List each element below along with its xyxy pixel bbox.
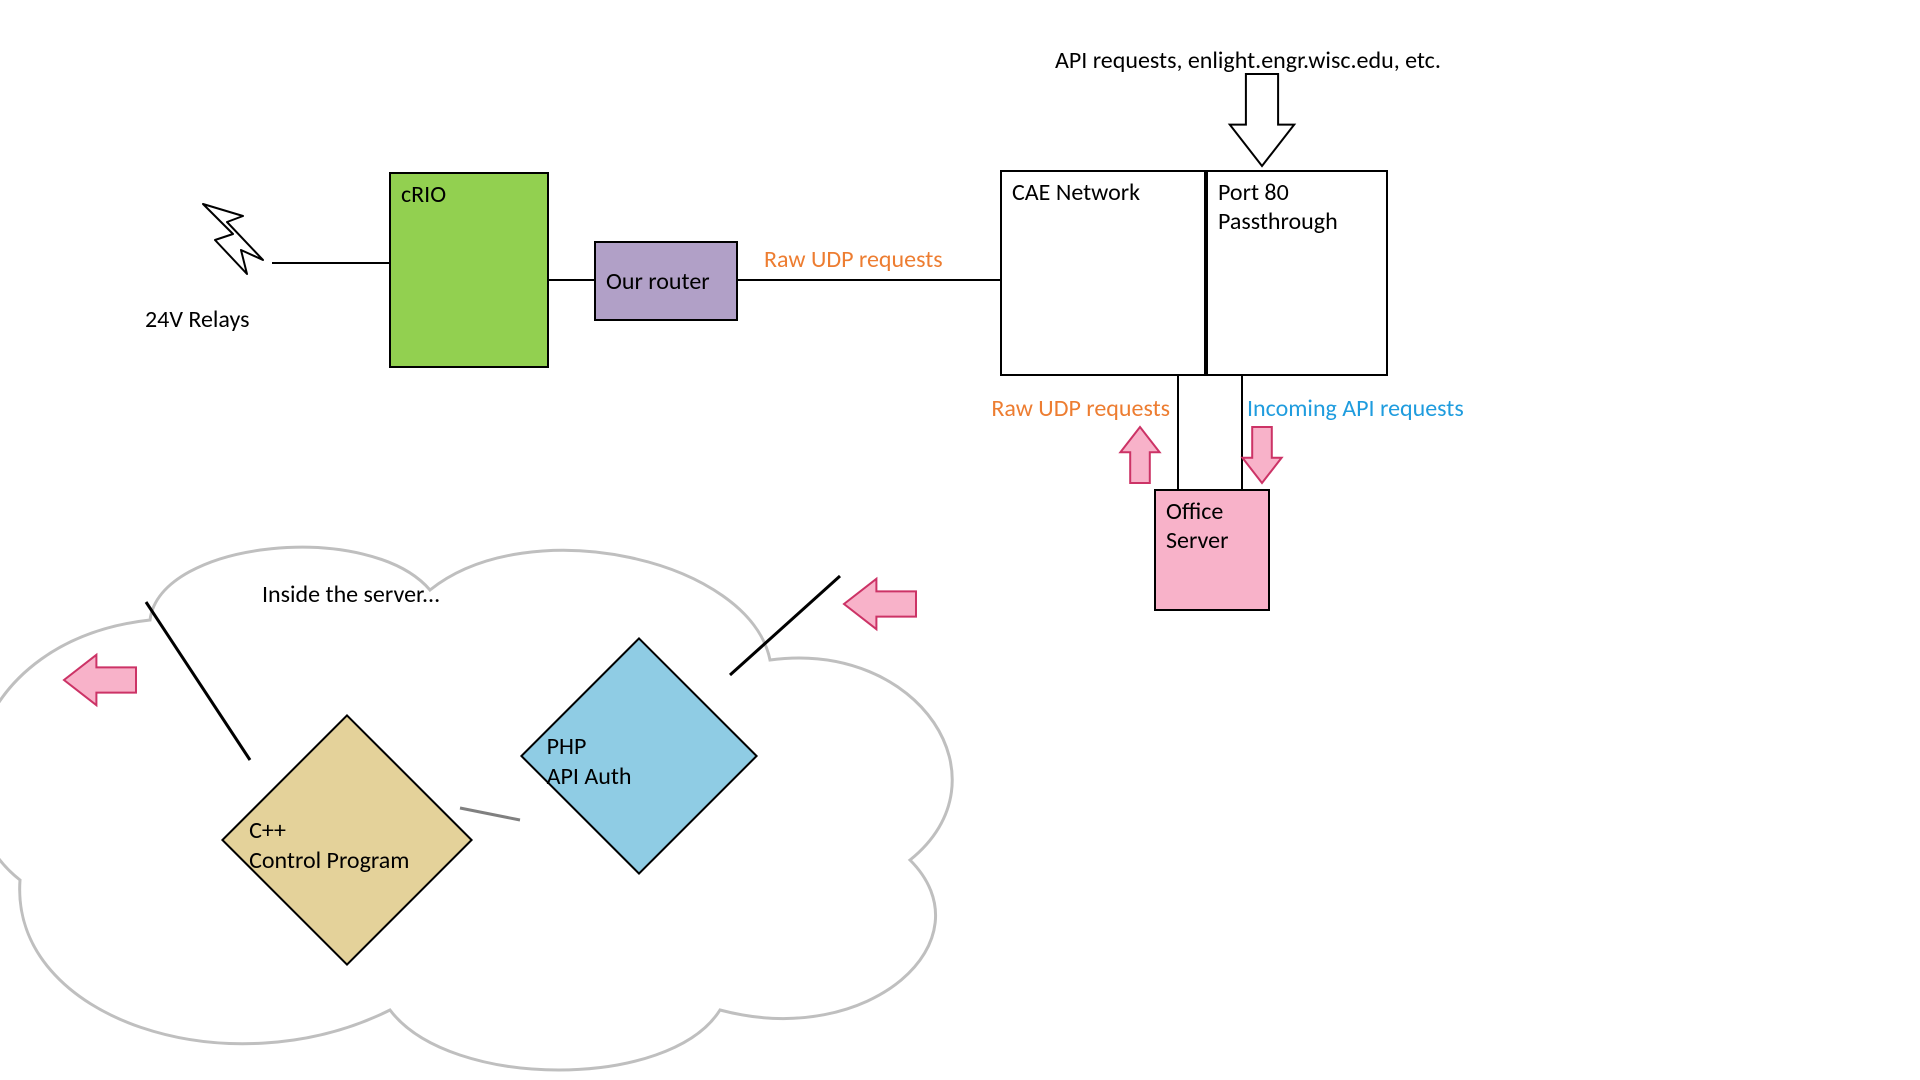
cae-box-label: CAE Network bbox=[1012, 178, 1140, 207]
edge-php-cloud bbox=[730, 576, 840, 675]
arrow-udp_up bbox=[1120, 427, 1159, 483]
label-inside: Inside the server... bbox=[262, 580, 440, 610]
label-udp-mid: Raw UDP requests bbox=[764, 245, 943, 275]
edge-php-cpp bbox=[460, 808, 520, 820]
arrow-cloud_out bbox=[64, 655, 136, 705]
label-api-top: API requests, enlight.engr.wisc.edu, etc… bbox=[1055, 46, 1441, 76]
crio-box-label: cRIO bbox=[401, 180, 446, 209]
edge-cpp-cloud bbox=[146, 602, 250, 760]
crio-box: cRIO bbox=[389, 172, 549, 368]
label-cpp: C++ Control Program bbox=[249, 816, 409, 876]
lightning-bolt-icon bbox=[203, 204, 263, 274]
arrow-api_down bbox=[1242, 427, 1281, 483]
office-server-box: Office Server bbox=[1154, 489, 1270, 611]
label-api-incoming: Incoming API requests bbox=[1247, 394, 1464, 424]
label-php: PHP API Auth bbox=[547, 732, 632, 792]
cae-box: CAE Network bbox=[1000, 170, 1206, 376]
arrow-cloud_in bbox=[844, 579, 916, 629]
router-box: Our router bbox=[594, 241, 738, 321]
label-udp-side: Raw UDP requests bbox=[991, 394, 1170, 424]
router-box-label: Our router bbox=[606, 267, 710, 296]
cloud-shape bbox=[0, 547, 952, 1070]
port80-box: Port 80 Passthrough bbox=[1206, 170, 1388, 376]
office-server-box-label: Office Server bbox=[1166, 497, 1228, 555]
port80-box-label: Port 80 Passthrough bbox=[1218, 178, 1338, 236]
arrow-top_down bbox=[1230, 74, 1294, 166]
label-relays: 24V Relays bbox=[145, 305, 250, 335]
